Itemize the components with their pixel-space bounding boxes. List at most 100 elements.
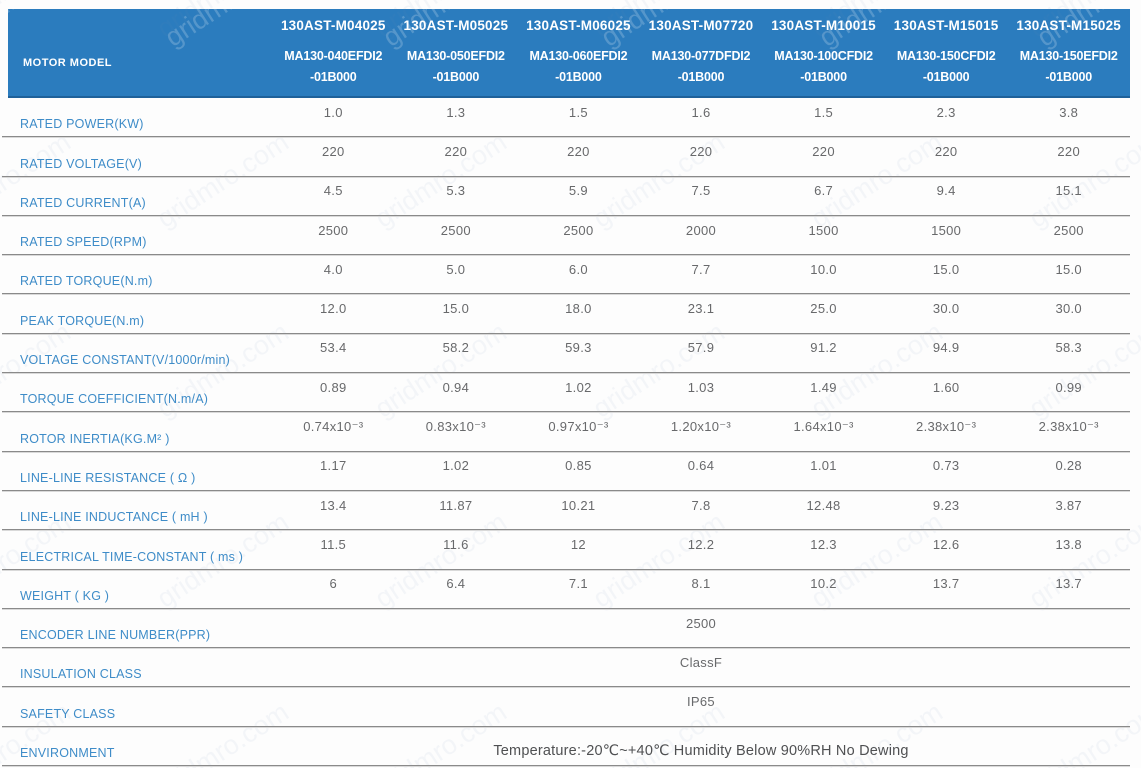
spec-value: 7.5 <box>691 183 711 199</box>
model-column: 130AST-M15015 MA130-150CFDI2 -01B000 <box>885 9 1008 98</box>
table-row: LINE-LINE RESISTANCE ( Ω ) 1.17 1.02 0.85 0.… <box>2 452 1130 491</box>
table-row: RATED TORQUE(N.m) 4.0 5.0 6.0 7.7 10.0 15.0 15.… <box>2 255 1130 295</box>
spec-value: 6.7 <box>814 183 834 199</box>
spec-value: 220 <box>567 143 590 159</box>
spec-value: 30.0 <box>1055 301 1082 317</box>
spec-value: 9.23 <box>932 497 960 513</box>
model-code-line2: -01B000 <box>309 69 357 84</box>
row-label: ENVIRONMENT <box>20 746 115 761</box>
model-column: 130AST-M04025 MA130-040EFDI2 -01B000 <box>272 9 395 98</box>
spec-value: 9.4 <box>936 183 956 199</box>
spec-value: 1.64x10⁻³ <box>793 418 854 434</box>
spec-value: 2500 <box>1053 222 1084 238</box>
row-label: RATED SPEED(RPM) <box>20 235 147 250</box>
spec-value: 12.3 <box>810 536 837 552</box>
spec-value: 10.0 <box>810 261 837 277</box>
spec-value: 2000 <box>685 222 717 238</box>
spec-value: 220 <box>689 143 713 159</box>
model-column: 130AST-M10015 MA130-100CFDI2 -01B000 <box>762 9 885 98</box>
spec-value: 2500 <box>318 222 349 238</box>
spec-value: 91.2 <box>810 340 837 356</box>
model-code-line1: MA130-077DFDI2 <box>651 49 751 63</box>
spec-value: 1.02 <box>565 379 592 395</box>
spec-value: 30.0 <box>932 301 960 317</box>
spec-value-span: ClassF <box>679 654 723 670</box>
model-code: MA130-040EFDI2 -01B000 <box>284 46 382 87</box>
spec-value: 0.97x10⁻³ <box>548 418 609 434</box>
table-row: RATED VOLTAGE(V) 220 220 220 220 220 220 220 <box>2 137 1130 177</box>
spec-value: 220 <box>321 143 345 159</box>
model-series-name: 130AST-M06025 <box>526 18 631 33</box>
spec-value: 1.02 <box>442 458 470 474</box>
spec-value: 0.83x10⁻³ <box>425 418 486 434</box>
spec-value: 1.20x10⁻³ <box>670 418 732 434</box>
model-code-line2: -01B000 <box>922 69 970 84</box>
model-column: 130AST-M06025 MA130-060EFDI2 -01B000 <box>517 9 640 98</box>
spec-value: 2.3 <box>936 104 956 120</box>
spec-value: 1.0 <box>323 104 343 120</box>
row-label: ROTOR INERTIA(KG.M² ) <box>20 431 170 446</box>
row-label: RATED VOLTAGE(V) <box>20 156 142 171</box>
spec-value: 0.85 <box>565 458 592 474</box>
spec-value: 0.28 <box>1055 458 1082 474</box>
spec-value: 2500 <box>563 222 594 238</box>
spec-value: 15.1 <box>1055 183 1082 199</box>
row-label: RATED TORQUE(N.m) <box>20 274 153 289</box>
spec-value: 10.21 <box>561 497 596 513</box>
spec-value: 11.87 <box>439 497 473 513</box>
row-label: ELECTRICAL TIME-CONSTANT ( ms ) <box>20 549 244 564</box>
model-code-line2: -01B000 <box>432 69 480 84</box>
model-column: 130AST-M05025 MA130-050EFDI2 -01B000 <box>395 9 518 98</box>
model-code-line1: MA130-100CFDI2 <box>774 49 873 63</box>
model-code: MA130-150EFDI2 -01B000 <box>1020 46 1118 87</box>
table-header: MOTOR MODEL 130AST-M04025 MA130-040EFDI2 -… <box>8 9 1130 98</box>
spec-value: 1.03 <box>687 379 715 395</box>
spec-value: 18.0 <box>565 301 592 317</box>
row-label: LINE-LINE INDUCTANCE ( mH ) <box>20 510 208 525</box>
spec-value: 12.48 <box>806 497 841 513</box>
row-label: SAFETY CLASS <box>20 706 116 721</box>
spec-value-span: IP65 <box>687 694 715 710</box>
spec-value: 5.0 <box>446 261 466 277</box>
spec-value: 4.5 <box>323 183 343 199</box>
spec-value: 58.3 <box>1055 340 1082 356</box>
spec-value: 25.0 <box>810 301 837 317</box>
spec-value: 220 <box>934 143 958 159</box>
spec-value: 12.0 <box>320 301 347 317</box>
spec-value: 57.9 <box>687 340 715 356</box>
spec-value: 2500 <box>440 222 471 238</box>
spec-value: 0.73 <box>932 458 960 474</box>
spec-value: 7.7 <box>691 261 711 277</box>
spec-value: 220 <box>1057 143 1080 159</box>
spec-value: 1.3 <box>446 104 466 120</box>
row-label: WEIGHT ( KG ) <box>20 588 110 603</box>
table-row: INSULATION CLASS ClassF <box>2 648 1130 688</box>
model-series-name: 130AST-M10015 <box>771 18 876 33</box>
row-label: RATED POWER(KW) <box>20 117 144 132</box>
table-row: RATED SPEED(RPM) 2500 2500 2500 2000 1500 1500… <box>2 216 1130 256</box>
spec-value: 15.0 <box>932 261 960 277</box>
motor-model-header-label: MOTOR MODEL <box>23 56 113 69</box>
spec-value: 3.8 <box>1059 104 1079 120</box>
row-label: ENCODER LINE NUMBER(PPR) <box>20 628 211 643</box>
spec-value: 23.1 <box>687 301 715 317</box>
spec-value: 94.9 <box>932 340 960 356</box>
spec-value-span: 2500 <box>685 615 717 631</box>
table-row: PEAK TORQUE(N.m) 12.0 15.0 18.0 23.1 25.0 30.0… <box>2 294 1130 334</box>
model-code-line1: MA130-060EFDI2 <box>529 49 628 63</box>
spec-value: 15.0 <box>1055 261 1082 277</box>
model-code: MA130-077DFDI2 -01B000 <box>652 46 751 87</box>
table-row: ELECTRICAL TIME-CONSTANT ( ms ) 11.5 11.6 1… <box>2 530 1130 570</box>
spec-value: 15.0 <box>442 301 470 317</box>
row-label: VOLTAGE CONSTANT(V/1000r/min) <box>20 353 231 368</box>
table-row: RATED POWER(KW) 1.0 1.3 1.5 1.6 1.5 2.3 3.8 <box>2 98 1130 138</box>
spec-value: 1.60 <box>932 379 960 395</box>
model-column: 130AST-M15025 MA130-150EFDI2 -01B000 <box>1007 9 1130 98</box>
spec-value: 6 <box>329 576 338 592</box>
spec-value: 10.2 <box>810 576 837 592</box>
table-row: VOLTAGE CONSTANT(V/1000r/min) 53.4 58.2 59.… <box>2 334 1130 374</box>
table-row: ENCODER LINE NUMBER(PPR) 2500 <box>2 609 1130 649</box>
spec-value: 0.99 <box>1055 379 1082 395</box>
row-label: INSULATION CLASS <box>20 667 142 682</box>
